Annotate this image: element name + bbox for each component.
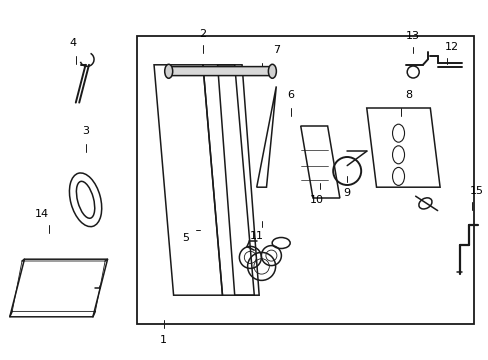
- Ellipse shape: [164, 64, 172, 78]
- Text: 5: 5: [182, 233, 189, 243]
- Bar: [137, 36, 473, 324]
- Text: 9: 9: [343, 188, 350, 198]
- Text: 15: 15: [469, 186, 483, 196]
- Text: 2: 2: [199, 29, 206, 39]
- Polygon shape: [166, 67, 273, 76]
- Text: 4: 4: [70, 38, 77, 48]
- Ellipse shape: [268, 64, 276, 78]
- Text: 8: 8: [404, 90, 411, 100]
- Text: 1: 1: [160, 335, 167, 345]
- Text: 10: 10: [309, 195, 323, 205]
- Text: 14: 14: [35, 209, 48, 219]
- Text: 12: 12: [445, 42, 458, 52]
- Text: 11: 11: [249, 231, 263, 241]
- Text: 13: 13: [406, 31, 419, 41]
- Text: 6: 6: [287, 90, 294, 100]
- Text: 7: 7: [272, 45, 279, 55]
- Text: 3: 3: [82, 126, 89, 136]
